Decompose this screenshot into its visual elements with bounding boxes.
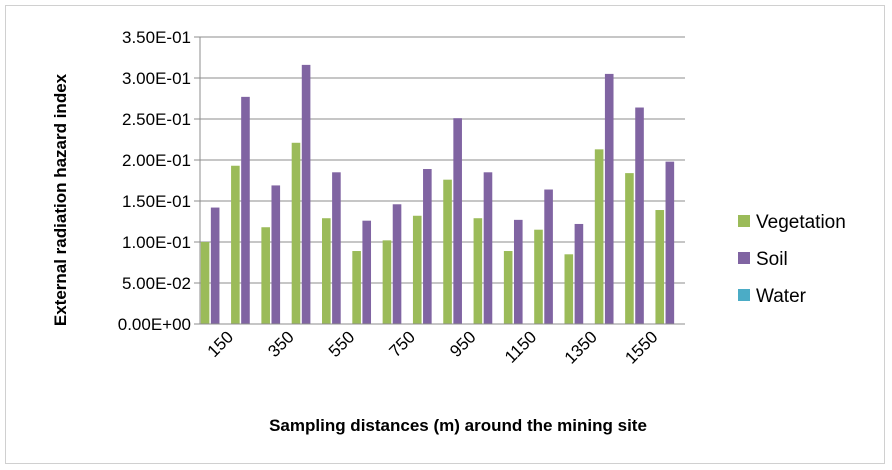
y-tick-label: 2.00E-01	[122, 151, 191, 170]
y-tick-label: 5.00E-02	[122, 274, 191, 293]
bar-vegetation	[382, 240, 392, 324]
bar-soil	[665, 161, 675, 324]
bar-vegetation	[200, 242, 210, 324]
bar-soil	[604, 73, 614, 325]
legend-swatch-water	[738, 289, 750, 301]
bar-soil	[332, 172, 341, 324]
bar-vegetation	[352, 251, 361, 324]
bar-vegetation	[473, 218, 483, 324]
x-tick-label: 950	[446, 327, 479, 360]
bar-soil	[271, 185, 281, 324]
bar-vegetation	[594, 149, 604, 324]
bar-soil	[362, 220, 372, 324]
legend-label-water: Water	[756, 286, 807, 307]
legend: Vegetation Soil Water	[738, 212, 846, 307]
bar-vegetation	[261, 227, 270, 324]
bars	[200, 64, 675, 325]
x-tick-label: 550	[325, 327, 358, 360]
y-tick-label: 2.50E-01	[122, 110, 191, 129]
y-tick-label: 3.50E-01	[122, 28, 191, 47]
legend-label-soil: Soil	[756, 249, 788, 270]
bar-vegetation	[503, 251, 513, 324]
bar-vegetation	[443, 179, 452, 324]
bar-vegetation	[564, 254, 574, 324]
bar-soil	[574, 223, 584, 324]
bar-soil	[544, 189, 553, 324]
bar-vegetation	[625, 173, 634, 324]
legend-label-vegetation: Vegetation	[756, 212, 846, 233]
x-tick-label: 1350	[561, 327, 601, 367]
y-tick-label: 1.00E-01	[122, 233, 191, 252]
axes	[199, 37, 685, 325]
bar-vegetation	[412, 215, 422, 324]
x-tick-label: 1150	[501, 327, 540, 366]
bar-soil	[301, 64, 311, 324]
y-tick-label: 1.50E-01	[122, 192, 191, 211]
x-tick-label: 1550	[621, 327, 661, 367]
bar-vegetation	[655, 210, 665, 324]
x-tick-labels: 150 350 550 750 950 1150 1350 1550	[204, 327, 662, 367]
bar-soil	[423, 169, 432, 324]
bar-soil	[483, 172, 493, 324]
bar-soil	[392, 204, 402, 324]
bar-soil	[241, 96, 250, 324]
bar-soil	[210, 207, 220, 324]
bar-soil	[453, 118, 462, 325]
bar-vegetation	[322, 218, 331, 324]
y-tick-labels: 0.00E+00 5.00E-02 1.00E-01 1.50E-01 2.00E-01…	[118, 28, 191, 334]
y-axis-title: External radiation hazard index	[51, 73, 70, 326]
x-tick-label: 150	[204, 327, 237, 360]
bar-vegetation	[534, 229, 543, 324]
legend-swatch-vegetation	[738, 215, 750, 227]
bar-soil	[513, 219, 523, 324]
bar-vegetation	[291, 142, 301, 324]
y-tick-label: 0.00E+00	[118, 315, 191, 334]
bar-soil	[635, 107, 644, 325]
x-tick-label: 750	[386, 327, 419, 360]
bar-vegetation	[231, 165, 240, 324]
x-tick-label: 350	[264, 327, 297, 360]
y-tick-label: 3.00E-01	[122, 69, 191, 88]
x-axis-title: Sampling distances (m) around the mining…	[269, 416, 647, 435]
legend-swatch-soil	[738, 252, 750, 264]
